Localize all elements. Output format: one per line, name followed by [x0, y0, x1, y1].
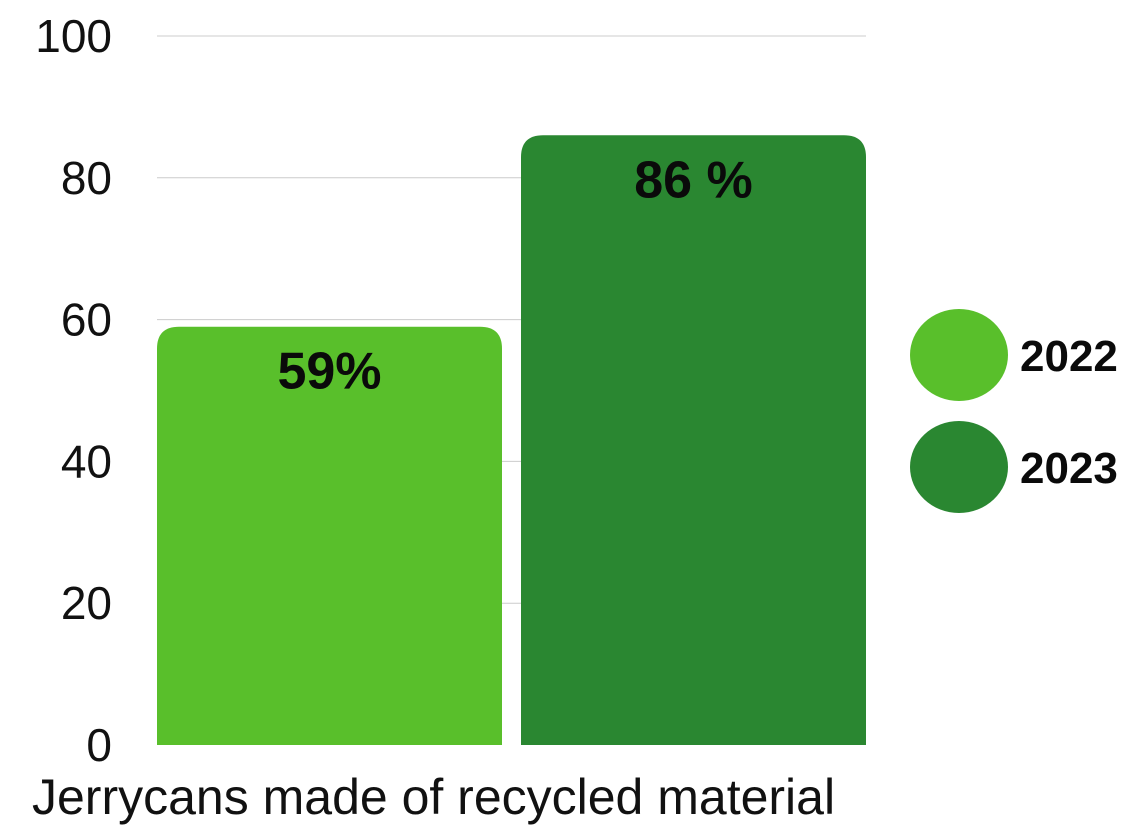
y-tick-label: 40	[61, 435, 112, 487]
bars	[157, 135, 866, 745]
data-label-2023: 86 %	[634, 151, 753, 209]
legend-swatch-2023	[910, 421, 1008, 513]
data-labels: 59% 86 %	[277, 151, 752, 400]
legend-label-2023: 2023	[1020, 444, 1118, 493]
y-tick-label: 0	[86, 719, 112, 771]
data-label-2022: 59%	[277, 343, 381, 401]
legend-label-2022: 2022	[1020, 332, 1118, 381]
y-tick-label: 20	[61, 577, 112, 629]
bar-2022	[157, 326, 502, 745]
y-tick-label: 60	[61, 294, 112, 346]
y-tick-label: 100	[35, 10, 112, 62]
y-tick-label: 80	[61, 152, 112, 204]
x-axis-label: Jerrycans made of recycled material	[32, 769, 835, 825]
y-axis-tick-labels: 0 20 40 60 80 100	[35, 10, 112, 771]
bar-2023	[521, 135, 866, 745]
legend: 2022 2023	[910, 309, 1118, 513]
legend-swatch-2022	[910, 309, 1008, 401]
